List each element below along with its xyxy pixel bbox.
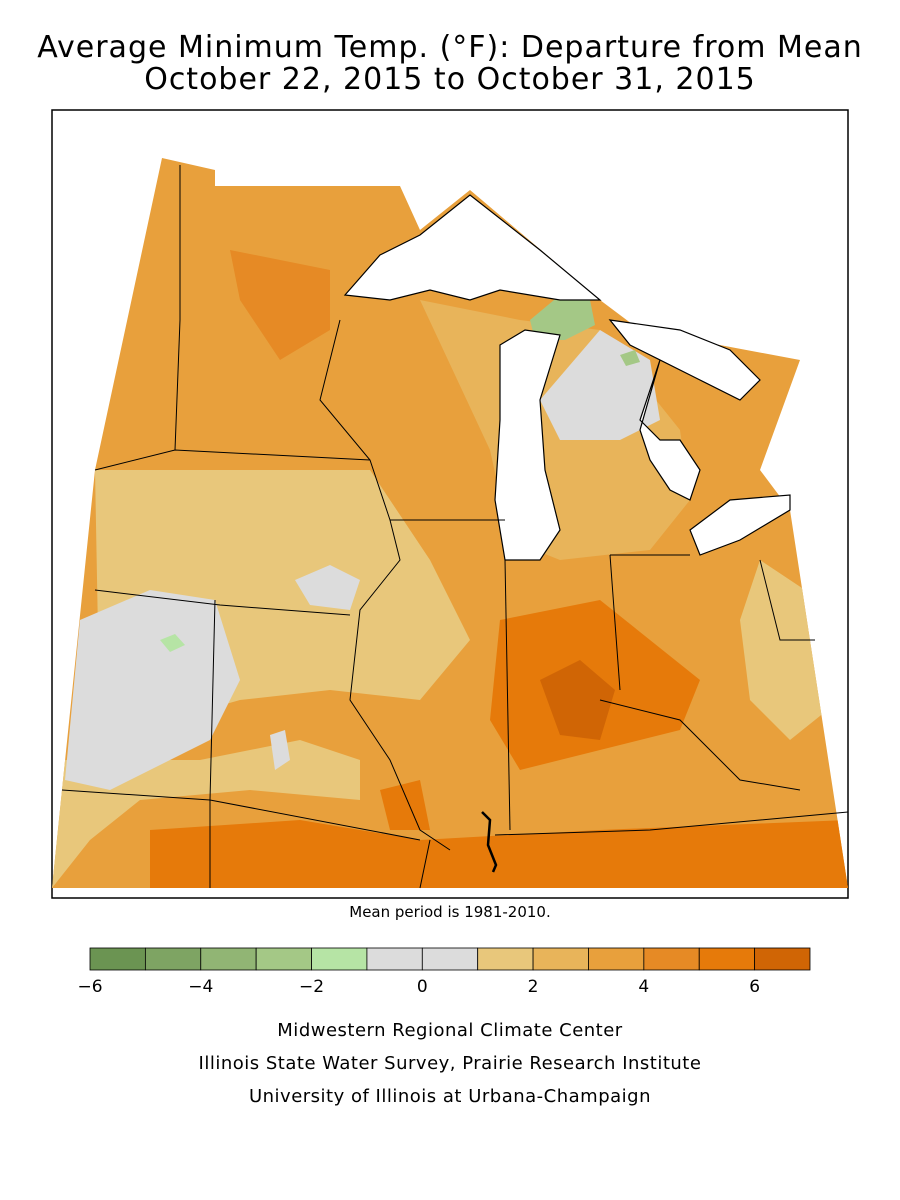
map-title-line1: Average Minimum Temp. (°F): Departure fr… — [37, 30, 863, 65]
legend-swatch — [366, 947, 423, 971]
legend-tick-label: −4 — [188, 977, 213, 997]
legend-swatch — [144, 947, 202, 971]
legend-tick-label: 6 — [749, 977, 760, 997]
legend-swatch — [255, 947, 312, 971]
lake-huron — [608, 319, 761, 501]
legend-swatch — [698, 947, 756, 971]
region-below-normal — [530, 295, 595, 340]
credit-line-3: University of Illinois at Urbana-Champai… — [248, 1086, 652, 1107]
legend-swatch — [754, 947, 811, 971]
legend-tick-label: 2 — [528, 977, 539, 997]
legend-tick-label: 4 — [638, 977, 649, 997]
kentucky-lake — [481, 811, 498, 873]
great-lakes — [343, 194, 791, 561]
legend-swatch — [421, 947, 479, 971]
legend-tick-label: −2 — [299, 977, 324, 997]
mean-period-note: Mean period is 1981-2010. — [349, 903, 551, 921]
legend-swatch — [532, 947, 589, 971]
legend-swatch — [89, 947, 146, 971]
lake-superior — [343, 194, 602, 301]
legend-swatch — [588, 947, 645, 971]
lake-michigan — [494, 329, 561, 561]
region-above-6 — [540, 660, 615, 740]
state-borders — [61, 165, 849, 889]
legend-swatch — [200, 947, 257, 971]
legend: −6 −4 −2 0 2 4 6 — [77, 947, 811, 997]
legend-tick-label: 0 — [417, 977, 428, 997]
legend-swatch — [643, 947, 700, 971]
legend-tick-label: −6 — [77, 977, 102, 997]
lake-erie — [689, 494, 791, 556]
region-near-normal-west — [65, 590, 240, 790]
legend-swatch — [477, 947, 534, 971]
map-title-line2: October 22, 2015 to October 31, 2015 — [144, 62, 756, 97]
legend-swatch — [311, 947, 368, 971]
credit-line-1: Midwestern Regional Climate Center — [277, 1020, 623, 1041]
credit-line-2: Illinois State Water Survey, Prairie Res… — [198, 1053, 702, 1074]
